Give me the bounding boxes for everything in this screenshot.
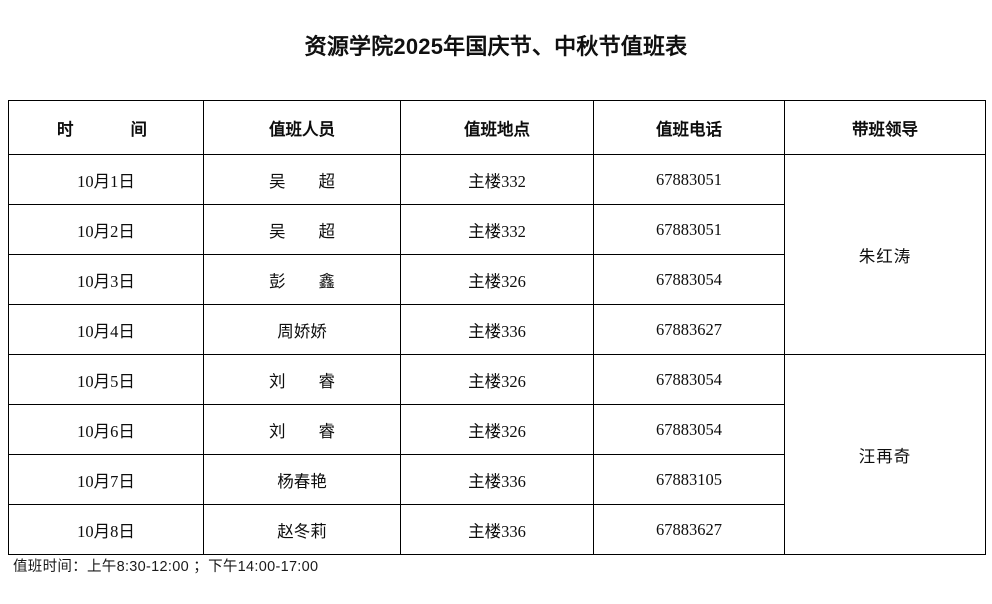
table-row: 10月5日 刘 睿 主楼326 67883054 汪再奇 xyxy=(8,354,986,555)
cell-time: 10月4日 xyxy=(8,304,204,355)
cell-time: 10月1日 xyxy=(8,154,204,205)
cell-time: 10月3日 xyxy=(8,254,204,305)
table-row: 10月6日 刘 睿 主楼326 67883054 xyxy=(8,404,986,455)
cell-place: 主楼332 xyxy=(400,204,594,255)
column-header-phone: 值班电话 xyxy=(593,100,785,155)
cell-place: 主楼336 xyxy=(400,304,594,355)
cell-person: 刘 睿 xyxy=(203,404,401,455)
column-header-place: 值班地点 xyxy=(400,100,594,155)
cell-time: 10月2日 xyxy=(8,204,204,255)
duty-table-container: 时 间 值班人员 值班地点 值班电话 带班领导 10月1日 吴 超 主楼332 … xyxy=(8,100,986,555)
cell-phone: 67883051 xyxy=(593,204,785,255)
cell-person: 杨春艳 xyxy=(203,454,401,505)
cell-time: 10月7日 xyxy=(8,454,204,505)
table-row: 10月7日 杨春艳 主楼336 67883105 xyxy=(8,454,986,505)
cell-place: 主楼326 xyxy=(400,404,594,455)
cell-place: 主楼332 xyxy=(400,154,594,205)
cell-person: 彭 鑫 xyxy=(203,254,401,305)
cell-person: 吴 超 xyxy=(203,154,401,205)
cell-phone: 67883105 xyxy=(593,454,785,505)
cell-leader: 朱红涛 xyxy=(784,154,986,355)
cell-phone: 67883051 xyxy=(593,154,785,205)
table-header-row: 时 间 值班人员 值班地点 值班电话 带班领导 xyxy=(8,100,986,155)
cell-place: 主楼336 xyxy=(400,454,594,505)
table-row: 10月4日 周娇娇 主楼336 67883627 xyxy=(8,304,986,355)
column-header-person: 值班人员 xyxy=(203,100,401,155)
table-body: 10月1日 吴 超 主楼332 67883051 朱红涛 10月2日 吴 超 主… xyxy=(8,154,986,555)
cell-place: 主楼336 xyxy=(400,504,594,555)
table-header: 时 间 值班人员 值班地点 值班电话 带班领导 xyxy=(8,100,986,155)
cell-phone: 67883054 xyxy=(593,354,785,405)
table-row: 10月8日 赵冬莉 主楼336 67883627 xyxy=(8,504,986,555)
table-row: 10月3日 彭 鑫 主楼326 67883054 xyxy=(8,254,986,305)
column-header-leader: 带班领导 xyxy=(784,100,986,155)
cell-place: 主楼326 xyxy=(400,354,594,405)
cell-time: 10月6日 xyxy=(8,404,204,455)
cell-place: 主楼326 xyxy=(400,254,594,305)
table-row: 10月2日 吴 超 主楼332 67883051 xyxy=(8,204,986,255)
cell-person: 吴 超 xyxy=(203,204,401,255)
page-title: 资源学院2025年国庆节、中秋节值班表 xyxy=(304,34,688,59)
cell-phone: 67883054 xyxy=(593,404,785,455)
cell-leader: 汪再奇 xyxy=(784,354,986,555)
cell-phone: 67883627 xyxy=(593,504,785,555)
cell-time: 10月8日 xyxy=(8,504,204,555)
cell-person: 周娇娇 xyxy=(203,304,401,355)
column-header-time: 时 间 xyxy=(8,100,204,155)
duty-hours-note: 值班时间：上午8:30-12:00 ；下午14:00-17:00 xyxy=(13,559,319,575)
cell-time: 10月5日 xyxy=(8,354,204,405)
cell-person: 赵冬莉 xyxy=(203,504,401,555)
cell-phone: 67883627 xyxy=(593,304,785,355)
cell-person: 刘 睿 xyxy=(203,354,401,405)
cell-phone: 67883054 xyxy=(593,254,785,305)
duty-schedule-table: 时 间 值班人员 值班地点 值班电话 带班领导 10月1日 吴 超 主楼332 … xyxy=(8,100,986,555)
table-row: 10月1日 吴 超 主楼332 67883051 朱红涛 xyxy=(8,154,986,355)
